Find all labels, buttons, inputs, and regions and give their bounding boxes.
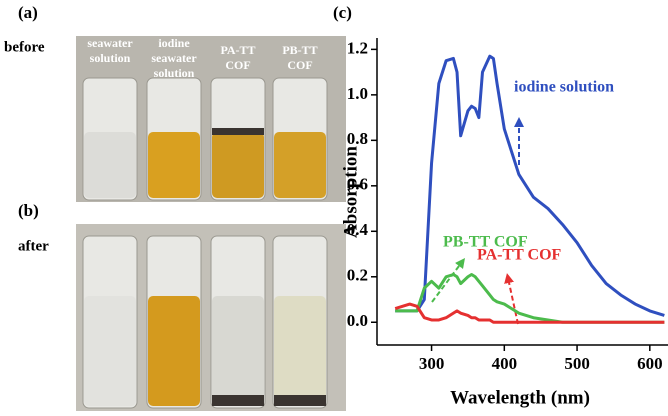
figure: seawatersolutioniodineseawatersolutionPA… [0,0,668,411]
y-tick-label: 1.0 [347,84,368,103]
y-tick-label: 0.4 [347,220,369,239]
series-label: PA-TT COF [477,247,562,264]
vial-label: PA-TT [220,43,255,57]
arrow [508,278,518,324]
sediment [274,395,326,406]
y-tick-label: 0.8 [347,129,368,148]
y-tick-label: 0.0 [347,311,368,330]
film [212,128,264,135]
sediment [212,395,264,406]
vial-label: PB-TT [282,43,317,57]
arrow [432,262,462,302]
y-tick-label: 1.2 [347,38,368,57]
vial-label: seawater [151,51,197,65]
series-label: iodine solution [514,79,614,96]
vial-label: iodine [158,36,190,50]
liquid [148,296,200,406]
panel-label: (c) [333,3,352,22]
y-tick-label: 0.2 [347,266,368,285]
liquid [212,132,264,198]
x-axis-label: Wavelength (nm) [450,387,590,408]
x-tick-label: 600 [637,354,663,373]
panel-caption: after [18,238,49,254]
liquid [84,296,136,406]
x-tick-label: 500 [564,354,590,373]
vial-label: solution [90,51,131,65]
series-line [395,304,664,322]
vial-label: COF [287,58,312,72]
liquid [84,132,136,198]
liquid [274,296,326,406]
panel-label: (b) [18,201,39,220]
panel-label: (a) [18,3,38,22]
plot: 0.0 0.2 0.4 0.6 0.8 1.0 1.2 300 400 500 600 iodine … [347,38,668,373]
x-tick-label: 400 [492,354,518,373]
page: {"panels": { "a_label": "(a)", "before":… [0,0,668,411]
vial-label: seawater [87,36,133,50]
vial-label: COF [225,58,250,72]
vial-label: solution [154,66,195,80]
x-tick-label: 300 [419,354,445,373]
liquid [274,132,326,198]
liquid [212,296,264,406]
liquid [148,132,200,198]
panel-caption: before [4,39,45,55]
y-tick-label: 0.6 [347,175,368,194]
